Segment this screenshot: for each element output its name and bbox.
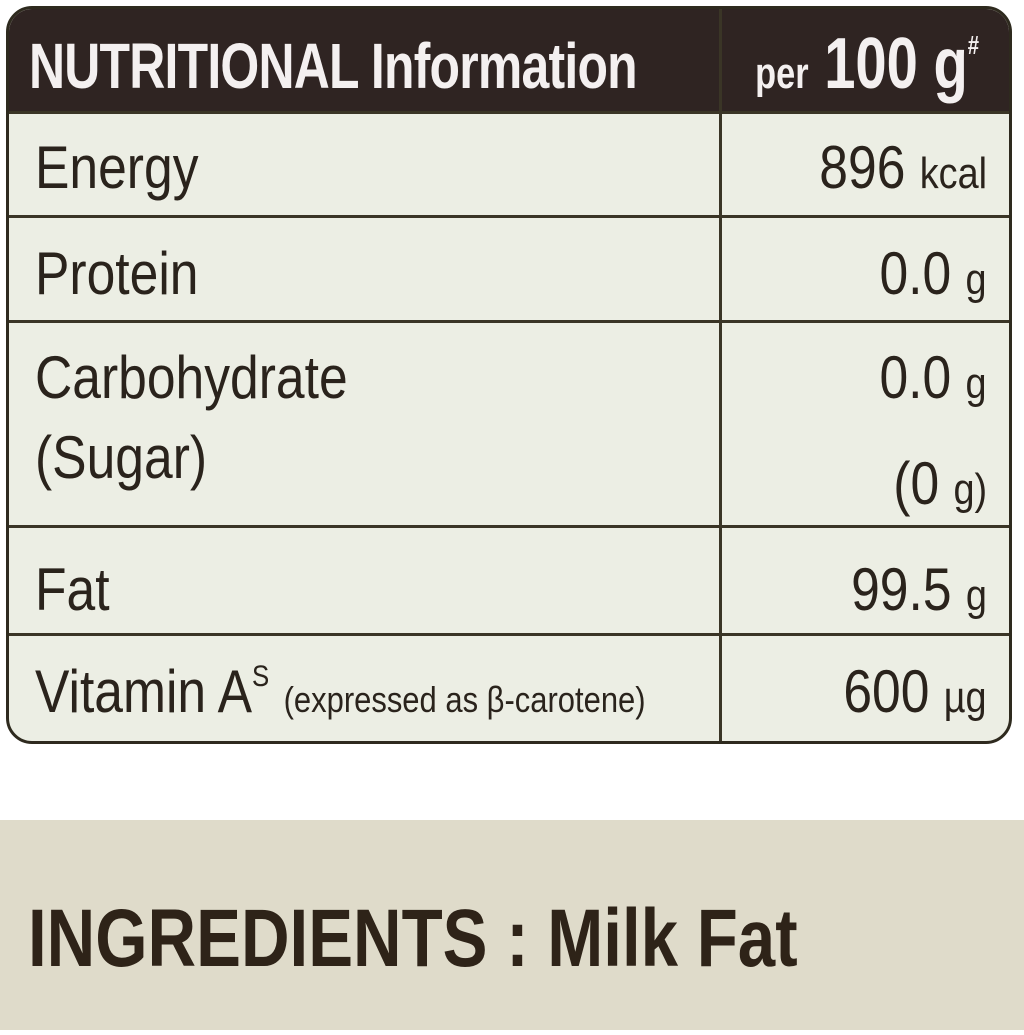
nutrient-sublabel: (Sugar): [35, 424, 208, 491]
nutrition-table: NUTRITIONAL Information per 100 g# Energ…: [6, 6, 1012, 744]
row-divider: [9, 525, 1009, 528]
row-divider: [9, 215, 1009, 218]
nutrient-label: Fat: [35, 556, 110, 623]
nutrient-value: 600 µg: [843, 658, 987, 725]
ingredients-band: INGREDIENTS : Milk Fat: [0, 820, 1024, 1030]
nutrient-label: Energy: [35, 134, 199, 201]
nutrient-subvalue: (0 g): [893, 450, 987, 517]
nutrient-label: Vitamin AS (expressed as β-carotene): [35, 658, 646, 725]
table-header: NUTRITIONAL Information per 100 g#: [9, 9, 1009, 111]
row-divider: [9, 111, 1009, 114]
ingredients-text: INGREDIENTS : Milk Fat: [28, 893, 798, 984]
nutrient-label: Carbohydrate: [35, 344, 348, 411]
table-title: NUTRITIONAL Information: [29, 30, 638, 102]
nutrient-value: 0.0 g: [879, 240, 987, 307]
nutrient-label: Protein: [35, 240, 199, 307]
per-serving-header: per 100 g#: [755, 24, 979, 104]
row-divider: [9, 633, 1009, 636]
row-divider: [9, 320, 1009, 323]
nutrient-value: 99.5 g: [851, 556, 987, 623]
nutrient-value: 896 kcal: [819, 134, 987, 201]
nutrient-value: 0.0 g: [879, 344, 987, 411]
column-divider: [719, 9, 722, 741]
